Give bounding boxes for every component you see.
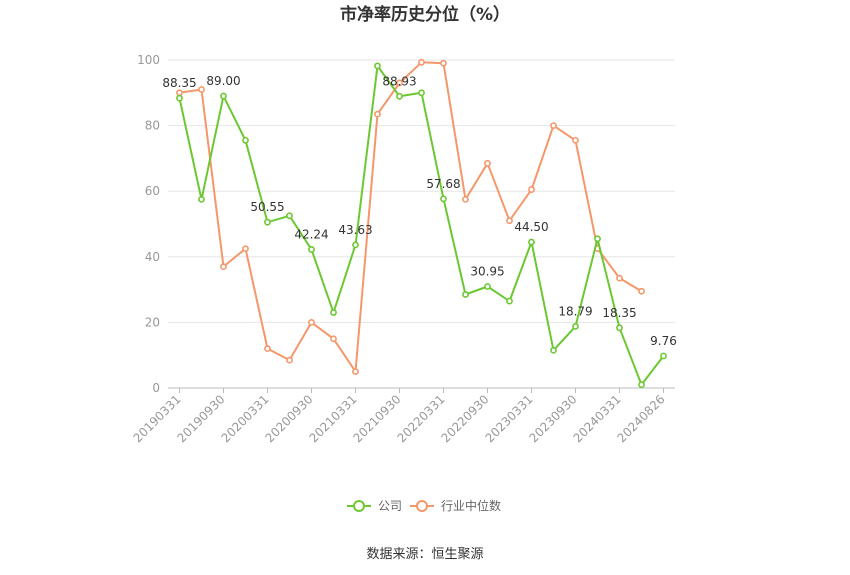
data-point [660, 352, 667, 360]
data-label: 50.55 [250, 200, 284, 214]
data-point [550, 346, 557, 354]
series-industry-median [176, 58, 645, 375]
chart-title: 市净率历史分位（%） [340, 4, 510, 25]
data-point [198, 195, 205, 203]
data-point [616, 274, 623, 282]
data-point [528, 238, 535, 246]
series-line [179, 61, 643, 373]
data-point [242, 245, 249, 252]
data-point [462, 195, 469, 203]
data-point [264, 218, 271, 226]
data-point [396, 79, 403, 87]
data-point [308, 318, 315, 326]
data-point [374, 62, 381, 70]
data-point [264, 345, 271, 353]
legend-item-industry-median[interactable]: 行业中位数 [410, 498, 501, 513]
data-point [418, 58, 425, 66]
data-point [616, 324, 623, 332]
data-point [330, 309, 337, 316]
data-point [374, 110, 381, 118]
y-axis: 0 20 40 60 80 100 [137, 53, 160, 395]
data-point [330, 335, 337, 343]
data-point [396, 92, 403, 100]
data-label: 44.50 [514, 220, 548, 234]
data-labels: 88.35 89.00 50.55 42.24 43.63 88.93 57.68 30.95… [162, 74, 677, 348]
data-point [242, 136, 249, 144]
data-point [176, 94, 183, 102]
data-label: 89.00 [206, 74, 240, 88]
data-source: 数据来源：恒生聚源 [366, 547, 483, 562]
data-point [220, 263, 227, 271]
data-label: 18.35 [602, 306, 636, 320]
legend-label: 公司 [378, 499, 402, 513]
data-point [572, 322, 579, 330]
data-label: 43.63 [338, 223, 372, 237]
legend[interactable]: 公司 行业中位数 [347, 498, 501, 513]
y-tick-label: 100 [137, 53, 160, 67]
data-point [440, 195, 447, 203]
data-point [308, 246, 315, 253]
data-point [176, 89, 183, 97]
data-point [286, 212, 293, 220]
series-line [178, 64, 665, 386]
data-point [594, 235, 601, 243]
data-point [528, 186, 535, 193]
series-company [176, 62, 667, 389]
y-tick-label: 60 [145, 184, 160, 198]
data-label: 42.24 [294, 227, 328, 241]
grid-lines [168, 59, 675, 323]
data-point [572, 136, 579, 144]
legend-label: 行业中位数 [441, 498, 501, 513]
y-tick-label: 80 [145, 119, 160, 133]
data-label: 30.95 [470, 264, 504, 278]
x-axis: 2019033120190930202003312020093020210331… [131, 387, 675, 445]
data-point [286, 356, 293, 364]
y-tick-label: 0 [152, 381, 160, 395]
data-label: 57.68 [426, 177, 460, 191]
data-point [198, 86, 205, 93]
data-point [462, 291, 469, 298]
data-point [484, 283, 491, 290]
data-point [550, 122, 557, 129]
data-label: 88.93 [382, 74, 416, 88]
series-layer [176, 58, 667, 389]
legend-marker [353, 500, 365, 512]
data-label: 18.79 [558, 304, 592, 318]
data-point [220, 92, 227, 100]
data-point [638, 287, 645, 295]
data-point [638, 381, 645, 389]
data-point [506, 297, 513, 305]
data-point [352, 241, 359, 249]
data-label: 88.35 [162, 76, 196, 90]
y-tick-label: 40 [145, 250, 160, 264]
x-tick-label: 20240826 [615, 392, 668, 445]
legend-marker [416, 500, 428, 512]
data-point [484, 159, 491, 167]
data-point [352, 368, 359, 375]
data-point [440, 59, 447, 67]
legend-item-company[interactable]: 公司 [347, 499, 402, 513]
y-tick-label: 20 [145, 315, 160, 329]
data-point [418, 89, 425, 97]
data-point [506, 217, 513, 225]
data-label: 9.76 [650, 334, 677, 348]
